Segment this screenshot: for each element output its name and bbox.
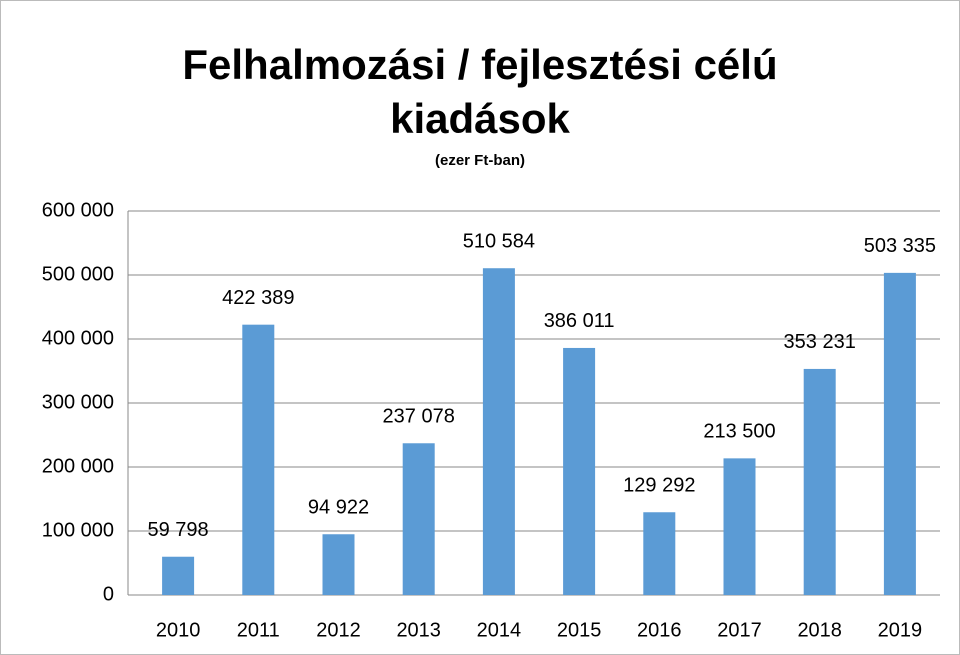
y-tick-label: 300 000 (42, 391, 114, 413)
y-tick-label: 200 000 (42, 455, 114, 477)
data-label: 129 292 (623, 475, 695, 497)
chart-subtitle: (ezer Ft-ban) (435, 152, 525, 169)
data-label: 510 584 (463, 231, 535, 253)
y-tick-label: 400 000 (42, 327, 114, 349)
x-tick-label: 2018 (797, 619, 842, 641)
data-label: 59 798 (148, 519, 209, 541)
data-label: 503 335 (864, 235, 936, 257)
x-tick-label: 2017 (717, 619, 762, 641)
data-label: 353 231 (784, 331, 856, 353)
data-label: 213 500 (703, 421, 775, 443)
x-tick-label: 2013 (396, 619, 441, 641)
y-tick-label: 0 (103, 583, 114, 605)
data-label: 237 078 (383, 406, 455, 428)
bar (803, 368, 836, 595)
bar (482, 268, 515, 595)
bar (643, 512, 676, 595)
x-tick-label: 2019 (878, 619, 923, 641)
bar (563, 347, 596, 595)
bar (162, 556, 195, 595)
bar (402, 443, 435, 595)
bar (322, 534, 355, 595)
bar (883, 272, 916, 595)
y-tick-label: 600 000 (42, 199, 114, 221)
data-label: 422 389 (222, 287, 294, 309)
bar (723, 458, 756, 595)
chart-title: Felhalmozási / fejlesztési célú kiadások (182, 41, 778, 142)
x-tick-label: 2012 (316, 619, 361, 641)
x-tick-label: 2014 (477, 619, 522, 641)
x-tick-label: 2015 (557, 619, 602, 641)
y-tick-label: 100 000 (42, 519, 114, 541)
x-tick-label: 2010 (156, 619, 201, 641)
bar (242, 324, 275, 595)
data-label: 94 922 (308, 497, 369, 519)
data-label: 386 011 (544, 310, 615, 332)
x-tick-label: 2016 (637, 619, 682, 641)
y-tick-label: 500 000 (42, 263, 114, 285)
x-tick-label: 2011 (237, 619, 280, 641)
